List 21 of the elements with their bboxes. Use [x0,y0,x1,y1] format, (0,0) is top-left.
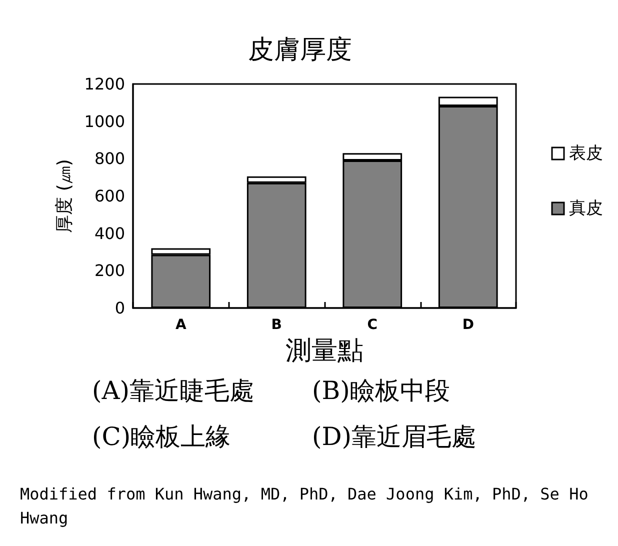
x-tick-label: C [367,317,378,333]
y-tick-label: 600 [94,186,125,206]
y-tick-label: 0 [114,298,125,318]
x-tick-label: D [462,317,474,333]
x-axis-title: 測量點 [286,336,364,366]
y-axis-title: 厚度 (㎛) [54,159,75,233]
text: (B)瞼板中段 [312,376,450,405]
y-tick-label: 1000 [84,112,125,131]
y-tick-label: 400 [94,224,125,243]
text: (A)靠近睫毛處 [92,376,255,405]
text: (D)靠近眉毛處 [312,422,477,451]
legend-label: 真皮 [569,198,603,218]
text: (C)瞼板上緣 [92,422,231,451]
x-tick-label: B [271,317,282,333]
y-tick-label: 200 [94,261,125,280]
x-tick-label: A [175,317,186,333]
y-tick-label: 1200 [84,74,125,94]
chart-title: 皮膚厚度 [248,35,352,65]
y-tick-label: 800 [94,149,125,168]
legend-label: 表皮 [569,144,603,164]
text: Modified from Kun Hwang, MD, PhD, Dae Joong Kim, PhD, Se Ho Hwang [20,484,598,528]
